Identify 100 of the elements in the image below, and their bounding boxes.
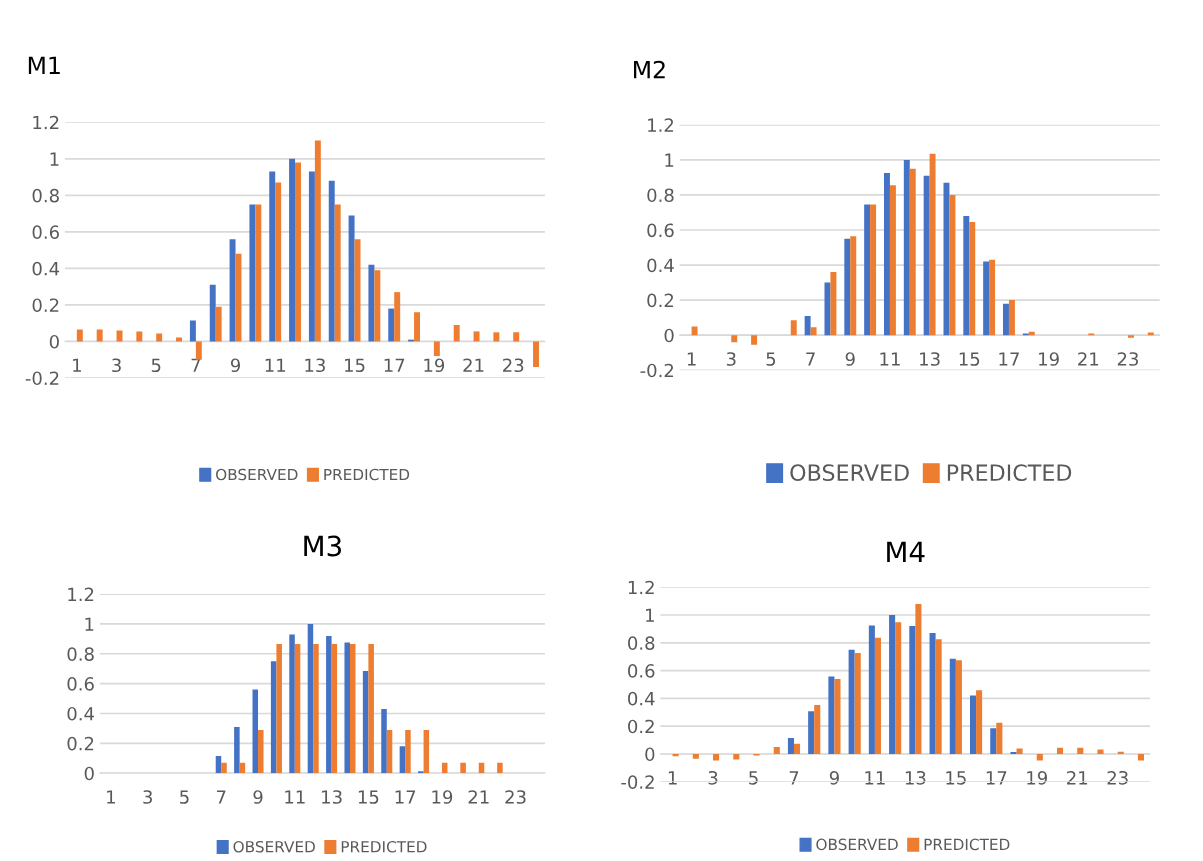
bar — [368, 644, 374, 774]
y-tick-label: 1 — [85, 617, 94, 631]
bar — [844, 238, 851, 336]
bar — [195, 341, 202, 360]
bar — [328, 180, 335, 342]
bar — [929, 633, 936, 754]
x-tick-label: 3 — [708, 770, 718, 785]
bar — [388, 308, 395, 342]
legend-label: OBSERVED — [790, 464, 909, 482]
y-tick-label: 1 — [646, 608, 654, 622]
bar — [790, 320, 797, 336]
x-tick-label: 1 — [107, 790, 115, 804]
bar — [808, 711, 815, 754]
bar — [713, 753, 720, 761]
x-tick-label: 17 — [986, 771, 1007, 785]
x-tick-label: 7 — [806, 352, 815, 366]
y-tick-label: 0.4 — [32, 261, 60, 276]
x-tick-label: 15 — [959, 352, 980, 366]
bar — [949, 658, 956, 754]
y-tick-label: 0 — [84, 766, 94, 781]
bar — [949, 194, 956, 336]
x-tick-label: 13 — [322, 790, 342, 804]
y-tick-label: 0.6 — [647, 223, 674, 238]
y-tick-label: 0.6 — [32, 225, 59, 239]
bar — [497, 762, 503, 774]
bar — [1003, 303, 1009, 336]
bar — [733, 753, 740, 760]
bar — [249, 204, 256, 342]
x-tick-label: 13 — [905, 770, 926, 785]
x-tick-label: 19 — [1027, 770, 1047, 785]
y-tick-label: 0.6 — [628, 664, 655, 678]
bar — [793, 743, 801, 754]
x-tick-label: 19 — [424, 358, 445, 373]
chart-title: M3 — [304, 535, 341, 557]
x-tick-label: 9 — [845, 352, 855, 366]
bar — [76, 329, 83, 342]
bar — [96, 329, 103, 342]
x-tick-label: 21 — [1078, 352, 1099, 366]
x-tick-label: 11 — [880, 352, 900, 366]
y-tick-label: 0.2 — [67, 736, 94, 751]
y-tick-label: 0.8 — [647, 188, 674, 203]
bar — [289, 634, 295, 774]
bar — [1077, 747, 1084, 754]
x-tick-label: 1 — [687, 352, 696, 366]
y-tick-label: 0 — [664, 328, 674, 343]
bar — [963, 215, 970, 336]
bar — [348, 215, 355, 342]
bar — [189, 320, 196, 342]
bar — [935, 639, 942, 754]
bar — [234, 726, 240, 774]
bar — [1057, 747, 1064, 754]
x-tick-label: 9 — [253, 790, 263, 804]
x-tick-label: 5 — [151, 358, 161, 373]
bar — [834, 678, 841, 754]
bar — [176, 337, 182, 342]
x-tick-label: 11 — [865, 771, 885, 785]
bar — [252, 689, 259, 774]
x-tick-label: 9 — [230, 358, 241, 373]
bar — [1036, 753, 1043, 761]
bar — [955, 660, 962, 754]
x-tick-label: 11 — [285, 790, 305, 804]
bar — [414, 312, 420, 342]
bar — [990, 728, 997, 754]
bar — [386, 729, 393, 774]
bar — [909, 626, 916, 754]
x-tick-label: 17 — [384, 358, 405, 372]
bar — [209, 284, 216, 342]
y-tick-label: 0.8 — [628, 636, 655, 650]
bar — [331, 644, 338, 774]
bar — [405, 729, 411, 774]
bar — [889, 185, 896, 336]
x-tick-label: 17 — [395, 790, 416, 804]
bar — [895, 622, 902, 754]
bar — [943, 182, 950, 336]
bar — [156, 333, 163, 342]
legend-label: OBSERVED — [816, 838, 898, 851]
y-tick-label: 0.2 — [32, 298, 59, 313]
y-tick-label: -0.2 — [25, 371, 59, 386]
bar — [513, 332, 520, 342]
chart-title: M1 — [28, 56, 60, 74]
bar — [294, 644, 301, 774]
bar — [787, 738, 794, 754]
bar — [460, 762, 466, 774]
bar — [275, 182, 282, 342]
x-tick-label: 21 — [463, 358, 484, 372]
bar — [229, 239, 236, 342]
bar — [870, 204, 877, 336]
bar — [269, 171, 276, 342]
bar — [929, 153, 936, 336]
y-tick-label: -0.2 — [640, 363, 674, 378]
x-tick-label: 7 — [191, 358, 201, 372]
x-tick-label: 13 — [305, 358, 325, 373]
y-tick-label: 0.2 — [628, 719, 654, 734]
bar — [903, 159, 910, 336]
bar — [804, 315, 811, 336]
bar — [824, 282, 831, 336]
bar — [423, 729, 430, 774]
legend-label: OBSERVED — [216, 468, 298, 481]
x-tick-label: 5 — [766, 352, 776, 366]
y-tick-label: 0.8 — [32, 188, 59, 203]
